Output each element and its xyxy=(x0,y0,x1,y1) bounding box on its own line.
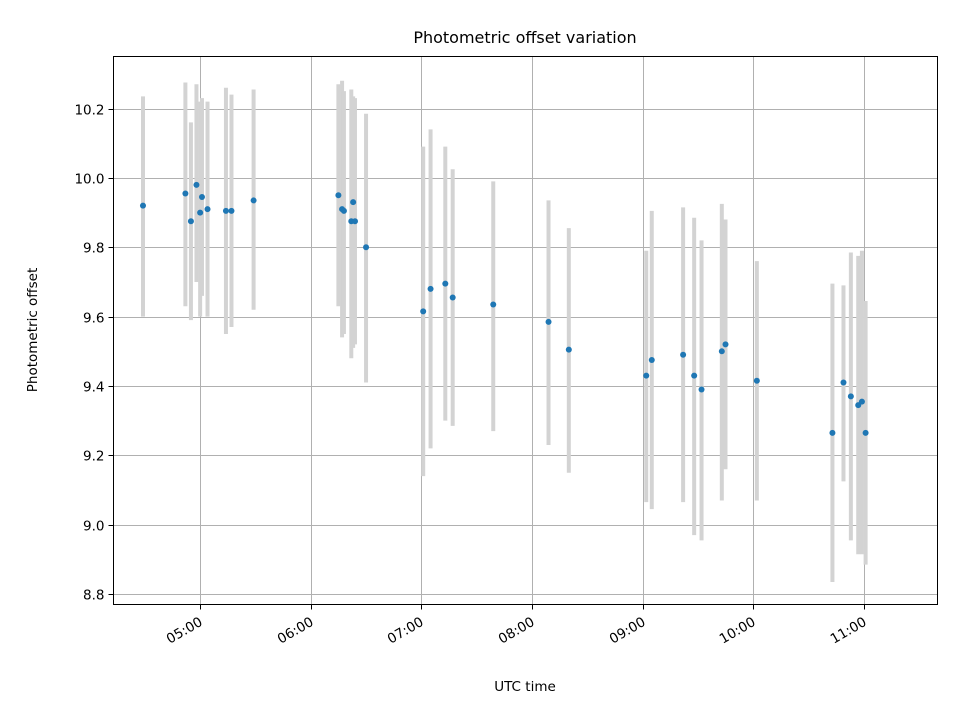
data-point xyxy=(698,386,705,393)
data-point xyxy=(565,346,572,353)
data-point xyxy=(228,207,235,214)
data-point xyxy=(139,202,146,209)
data-point xyxy=(187,218,194,225)
data-point xyxy=(840,379,847,386)
data-point xyxy=(722,341,729,348)
data-point xyxy=(862,429,869,436)
data-point xyxy=(250,197,257,204)
y-axis: 8.8 9.0 9.2 9.4 9.6 9.8 10.0 10.2 xyxy=(74,103,114,604)
data-point xyxy=(420,308,427,315)
y-axis-label: Photometric offset xyxy=(25,268,41,392)
data-point xyxy=(691,372,698,379)
plot-frame xyxy=(113,56,938,605)
data-point xyxy=(363,244,370,251)
data-point xyxy=(858,398,865,405)
data-point xyxy=(335,192,342,199)
chart-title: Photometric offset variation xyxy=(413,28,636,47)
x-axis-label: UTC time xyxy=(494,679,556,695)
data-point xyxy=(442,280,449,287)
y-tick-label: 9.2 xyxy=(83,449,104,465)
data-point xyxy=(847,393,854,400)
data-point xyxy=(193,181,200,188)
data-point xyxy=(182,190,189,197)
y-tick-label: 10.2 xyxy=(74,103,104,119)
data-point xyxy=(718,348,725,355)
data-point xyxy=(204,206,211,213)
data-point xyxy=(198,193,205,200)
data-point xyxy=(222,207,229,214)
y-tick-label: 9.4 xyxy=(83,380,104,396)
y-tick-label: 9.6 xyxy=(83,311,104,327)
data-point xyxy=(643,372,650,379)
data-point xyxy=(648,356,655,363)
data-point xyxy=(753,377,760,384)
y-tick-label: 9.0 xyxy=(83,519,104,535)
data-point xyxy=(449,294,456,301)
data-point xyxy=(340,207,347,214)
data-point xyxy=(427,285,434,292)
data-point xyxy=(680,351,687,358)
data-point xyxy=(545,318,552,325)
y-tick-label: 8.8 xyxy=(83,588,104,604)
data-point xyxy=(197,209,204,216)
data-point xyxy=(351,218,358,225)
data-point xyxy=(350,199,357,206)
data-point xyxy=(490,301,497,308)
data-points xyxy=(139,181,869,436)
y-tick-label: 9.8 xyxy=(83,241,104,257)
data-point xyxy=(829,429,836,436)
y-tick-label: 10.0 xyxy=(74,172,104,188)
